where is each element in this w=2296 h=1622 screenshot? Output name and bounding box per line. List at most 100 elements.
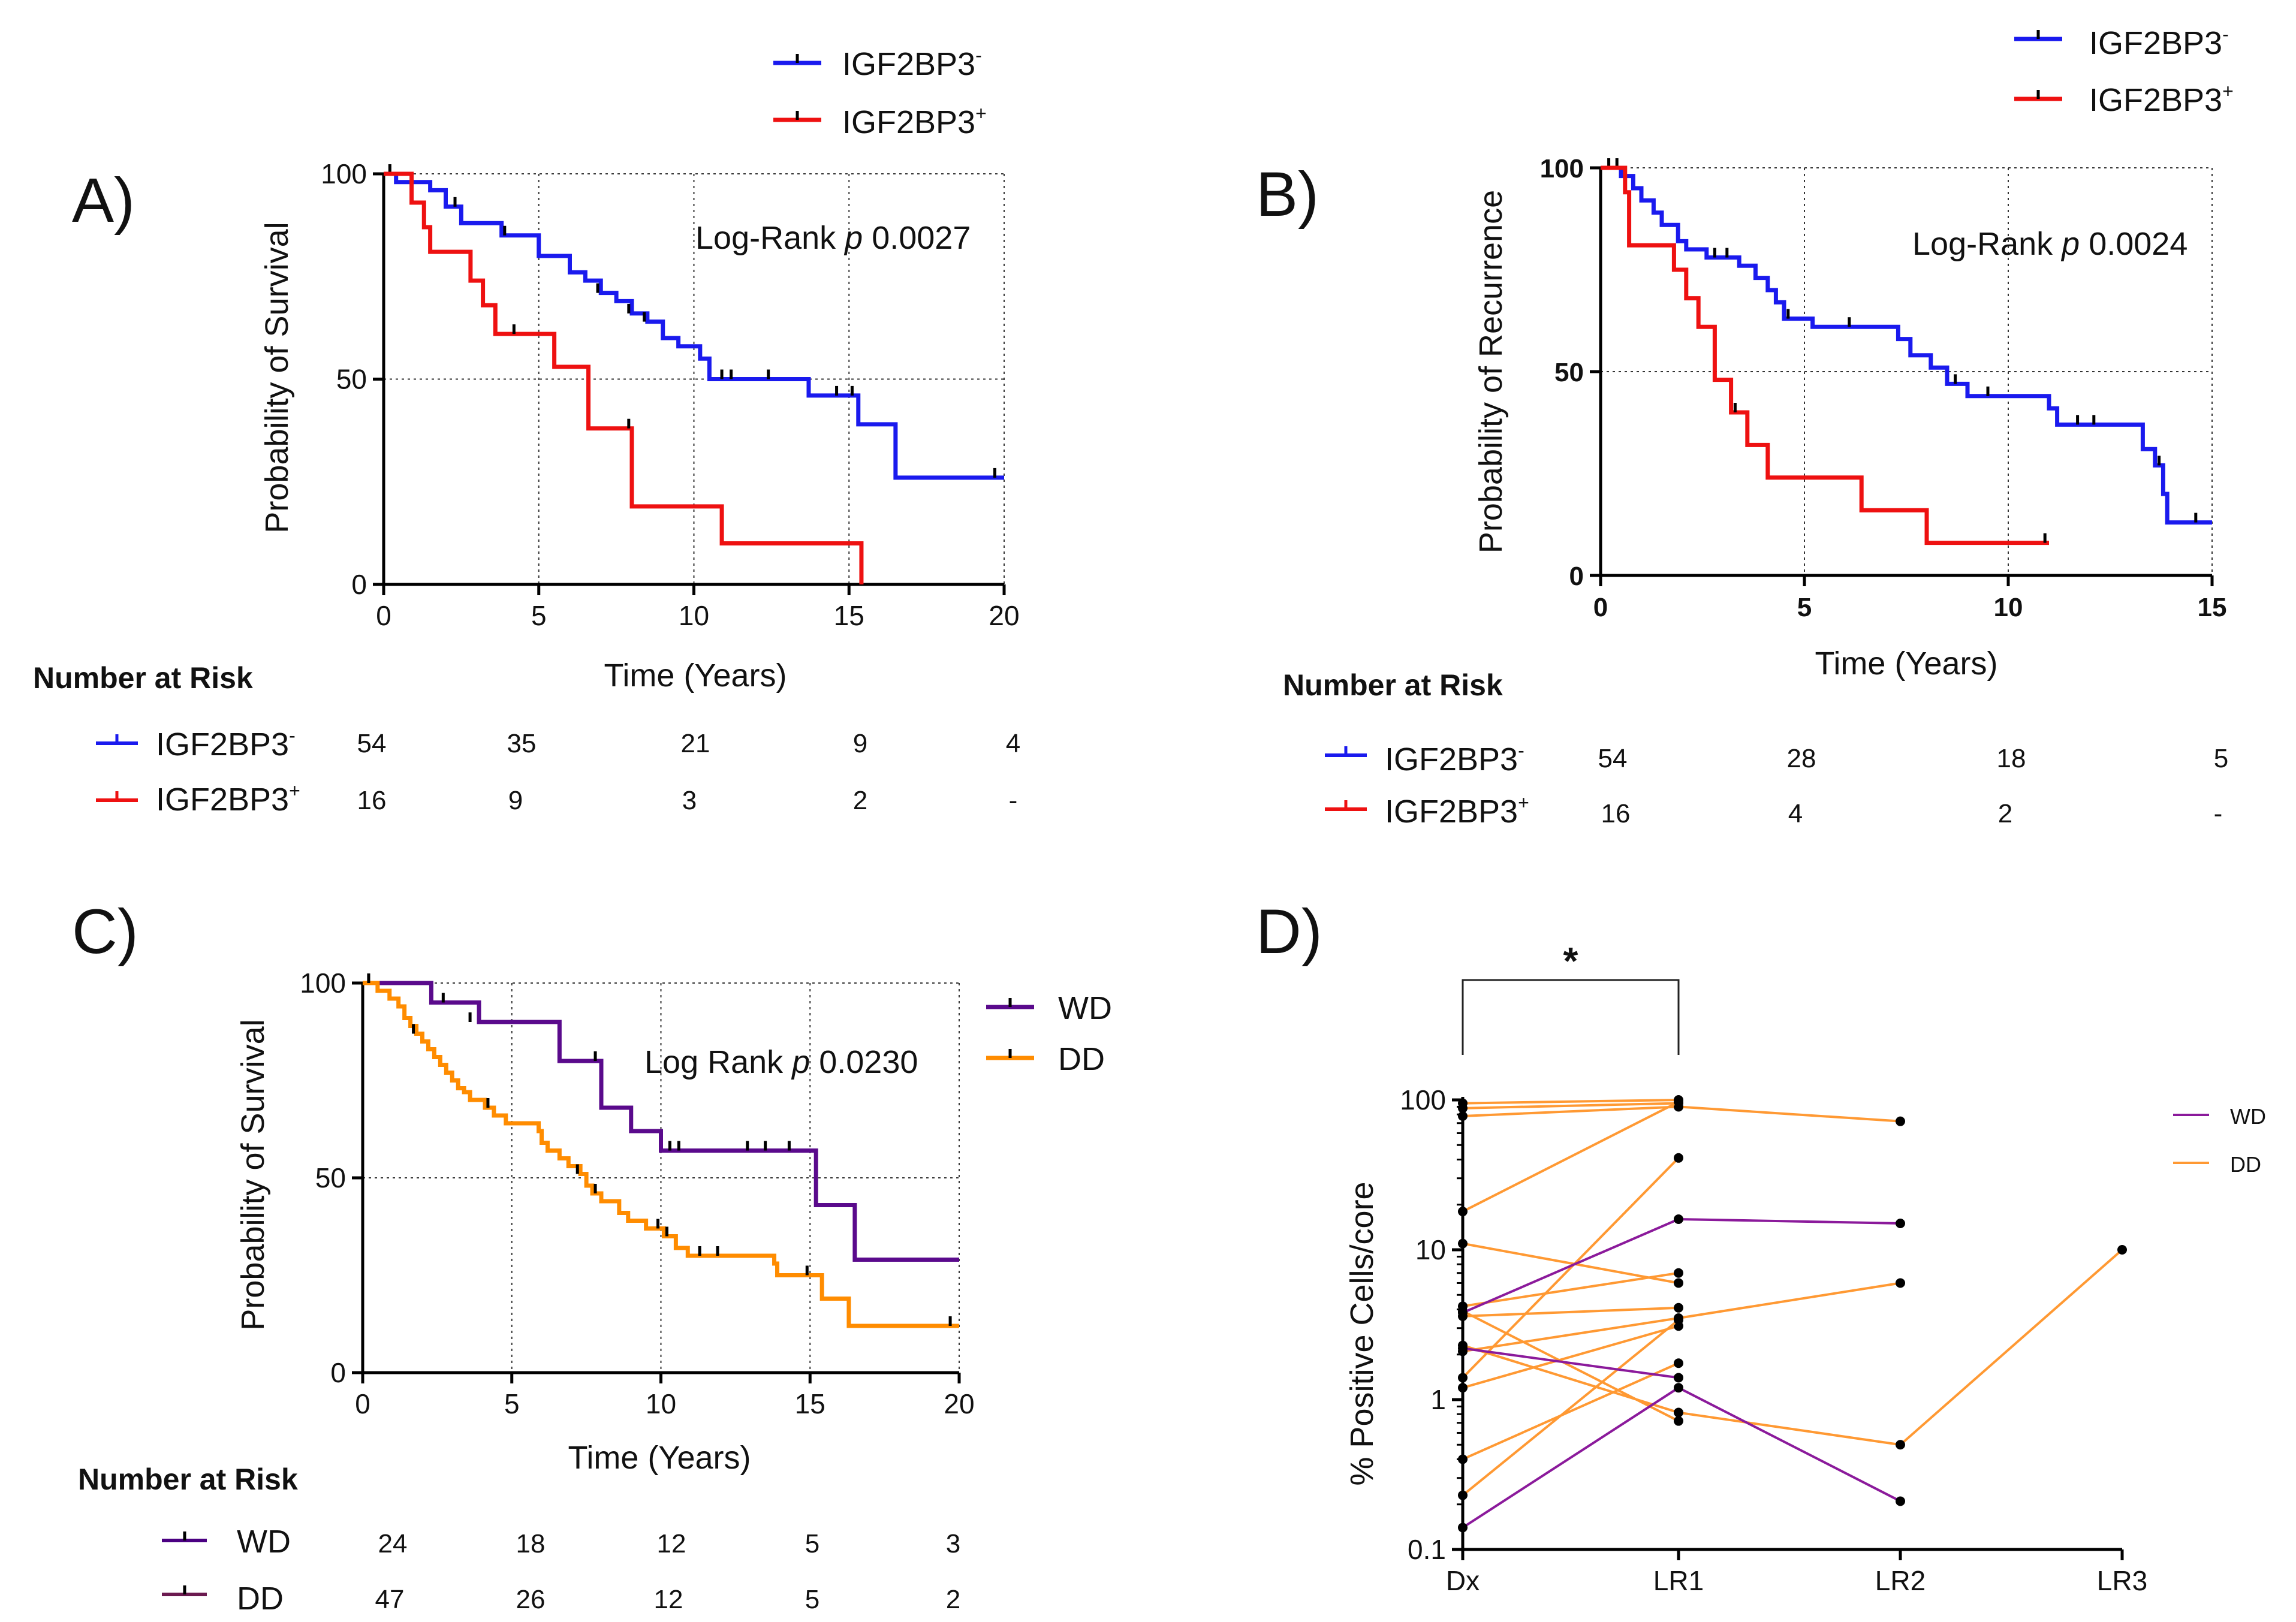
data-point	[1674, 1315, 1683, 1325]
km-plot-b: 0 5 10 15 0 50 100	[1540, 154, 2227, 622]
risk-c-values: 24 18 12 5 3 47 26 12 5 2	[375, 1529, 961, 1614]
risk-label-igf2bp3-neg: IGF2BP3-	[156, 725, 296, 762]
data-point	[1674, 1153, 1683, 1163]
panel-b-x-axis-title: Time (Years)	[1815, 646, 1997, 682]
risk-table-title: Number at Risk	[33, 661, 253, 695]
data-point	[1458, 1343, 1468, 1353]
y-tick-label: 50	[315, 1162, 346, 1193]
km-plot-a: 0 5 10 15 20 0 50 100	[321, 158, 1019, 631]
line-plot-d: 0.1 1 10 100 Dx LR1 LR2 LR3 *	[1400, 939, 2147, 1596]
data-point	[1674, 1278, 1683, 1288]
x-tick-label: 15	[2198, 593, 2227, 622]
data-point	[1674, 1416, 1683, 1426]
legend-label-wd: WD	[1058, 990, 1112, 1026]
panel-c-x-axis-title: Time (Years)	[568, 1440, 751, 1476]
data-point	[1458, 1490, 1468, 1500]
panel-b-y-axis-title: Probability of Recurrence	[1473, 190, 1509, 553]
series-line-dd	[1462, 1319, 1680, 1497]
panel-d-legend: WD DD	[2173, 1104, 2266, 1177]
series-line-dd	[1462, 1306, 1679, 1318]
risk-table-title: Number at Risk	[1283, 668, 1503, 702]
risk-value: 5	[2214, 744, 2228, 773]
series-line-dd	[1462, 1102, 1679, 1110]
data-point	[1674, 1407, 1683, 1418]
y-tick-label: 50	[1554, 358, 1584, 387]
risk-value: 26	[516, 1585, 546, 1614]
risk-table-title: Number at Risk	[78, 1463, 298, 1496]
data-point	[1458, 1308, 1468, 1318]
y-tick-label: 0	[330, 1357, 346, 1388]
series-line-dd	[1462, 1325, 1679, 1389]
data-point	[1896, 1218, 1905, 1228]
data-point	[1458, 1454, 1468, 1464]
risk-value: 9	[508, 786, 523, 815]
data-point	[2117, 1245, 2127, 1255]
x-tick-label: 5	[1797, 593, 1812, 622]
y-tick-label: 1	[1430, 1384, 1446, 1415]
x-tick-label: 20	[944, 1388, 974, 1419]
data-point	[1674, 1358, 1683, 1368]
km-plot-c: 0 5 10 15 20 0 50 100	[300, 967, 974, 1419]
series-line-dd	[1462, 1271, 1679, 1308]
risk-label-igf2bp3-neg: IGF2BP3-	[1385, 740, 1524, 777]
panel-a-risk-table: Number at Risk IGF2BP3- IGF2BP3+ 54 35 21 9…	[33, 661, 1020, 818]
x-tick-label: 10	[646, 1388, 676, 1419]
x-tick-label: LR1	[1653, 1565, 1704, 1596]
data-point	[1674, 1303, 1683, 1313]
series-line-dd	[1462, 1310, 1679, 1422]
series-line-dd	[1462, 1362, 1679, 1461]
x-tick-label: 15	[834, 600, 864, 631]
risk-value: 2	[946, 1585, 960, 1614]
panel-c-risk-table: Number at Risk WD DD 24 18 12 5 3 47 26 12 5 2	[78, 1463, 960, 1617]
panel-a-label: A)	[72, 165, 135, 236]
risk-label-igf2bp3-pos: IGF2BP3+	[156, 780, 300, 818]
risk-a-values: 54 35 21 9 4 16 9 3 2 -	[357, 729, 1021, 815]
panel-c: C) 0 5 10 15 20 0 50 100 Log Rank p 0.0230 WD D…	[72, 897, 1112, 1617]
panel-c-logrank-annotation: Log Rank p 0.0230	[644, 1044, 918, 1080]
data-point	[1674, 1268, 1683, 1278]
panel-a-legend: IGF2BP3- IGF2BP3+	[773, 44, 987, 140]
panel-c-y-axis-title: Probability of Survival	[235, 1019, 271, 1330]
risk-value: 3	[946, 1529, 960, 1558]
risk-value: 18	[516, 1529, 546, 1558]
risk-value: 16	[357, 786, 387, 815]
km-curve-igf2bp3-neg	[384, 171, 1004, 480]
km-curve-wd	[363, 981, 959, 1262]
x-tick-label: 0	[1593, 593, 1608, 622]
legend-label-dd: DD	[1058, 1041, 1105, 1077]
panel-a-y-axis-title: Probability of Survival	[259, 222, 295, 533]
risk-value: 54	[1598, 744, 1628, 773]
risk-value: 2	[1998, 799, 2012, 828]
risk-value: 28	[1787, 744, 1816, 773]
data-point	[1458, 1111, 1468, 1121]
panel-c-legend: WD DD	[986, 990, 1112, 1077]
data-point	[1674, 1373, 1683, 1383]
risk-value: 16	[1601, 799, 1631, 828]
panel-a-x-axis-title: Time (Years)	[604, 658, 787, 694]
y-tick-label: 0	[351, 569, 367, 600]
risk-value: 4	[1788, 799, 1803, 828]
legend-label-igf2bp3-neg: IGF2BP3-	[842, 44, 982, 82]
series-line-wd	[1462, 1386, 1901, 1529]
risk-value: -	[2214, 799, 2223, 828]
data-point	[1458, 1522, 1468, 1533]
risk-value: 5	[805, 1529, 819, 1558]
legend-label-igf2bp3-pos: IGF2BP3+	[842, 102, 987, 140]
x-tick-label: 10	[679, 600, 709, 631]
data-point	[1458, 1383, 1468, 1393]
risk-label-igf2bp3-pos: IGF2BP3+	[1385, 792, 1529, 830]
y-tick-label: 100	[1540, 154, 1584, 183]
series-line-dd	[1462, 1249, 2123, 1446]
risk-value: 47	[375, 1585, 405, 1614]
risk-value: 12	[654, 1585, 683, 1614]
series-line-wd	[1462, 1217, 1901, 1314]
y-tick-label: 0.1	[1408, 1534, 1446, 1565]
panel-a-logrank-annotation: Log-Rank p 0.0027	[695, 220, 971, 256]
risk-value: -	[1009, 786, 1018, 815]
risk-value: 5	[805, 1585, 819, 1614]
series-line-wd	[1462, 1347, 1679, 1379]
data-point	[1674, 1097, 1683, 1107]
significance-star: *	[1563, 939, 1578, 982]
series-line-dd	[1462, 1157, 1680, 1379]
